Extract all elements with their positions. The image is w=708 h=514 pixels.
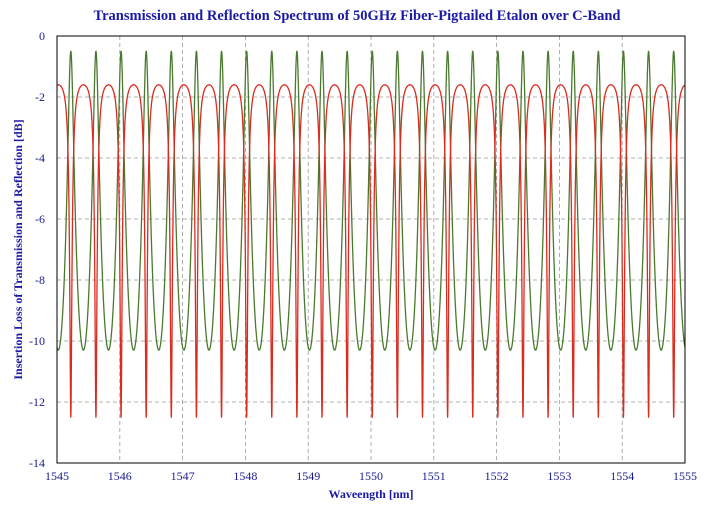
x-tick-label: 1545 [45,469,69,483]
y-tick-label: -6 [35,212,45,226]
x-tick-label: 1551 [422,469,446,483]
series-layer [56,50,686,418]
x-tick-label: 1548 [233,469,257,483]
y-tick-label: -14 [29,456,45,470]
y-tick-label: -12 [29,395,45,409]
y-tick-label: -10 [29,334,45,348]
x-tick-label: 1553 [547,469,571,483]
chart-title: Transmission and Reflection Spectrum of … [94,8,621,24]
y-tick-labels: 0 -2 -4 -6 -8 -10 -12 -14 [29,29,45,470]
y-tick-label: 0 [39,29,45,43]
x-tick-label: 1546 [108,469,132,483]
y-tick-label: -4 [35,151,45,165]
reflection-line [56,84,686,418]
x-tick-label: 1552 [485,469,509,483]
plot-frame [56,35,686,464]
x-tick-labels: 1545 1546 1547 1548 1549 1550 1551 1552 1553 1554… [45,469,697,483]
y-tick-label: -8 [35,273,45,287]
x-tick-label: 1550 [359,469,383,483]
transmission-line [56,50,686,351]
x-tick-label: 1547 [171,469,195,483]
y-axis-title: Insertion Loss of Transmission and Refle… [11,119,25,379]
x-tick-label: 1555 [673,469,697,483]
x-tick-label: 1549 [296,469,320,483]
y-tick-label: -2 [35,90,45,104]
x-tick-label: 1554 [610,469,634,483]
x-axis-title: Waveength [nm] [329,487,414,501]
